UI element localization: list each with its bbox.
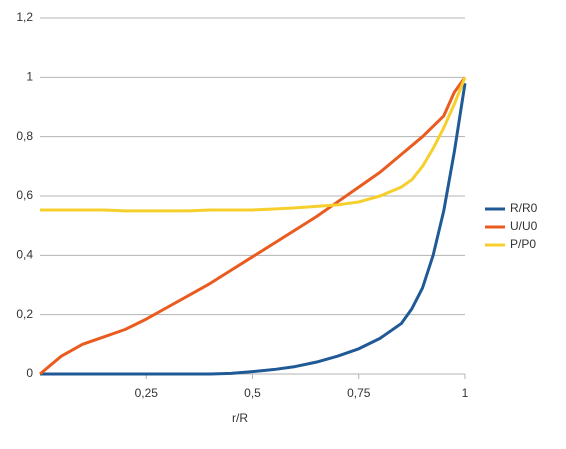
x-tick-label: 1: [462, 386, 469, 400]
legend-label: R/R0: [510, 201, 538, 215]
x-tick-label: 0,25: [135, 386, 159, 400]
y-tick-label: 0,8: [16, 129, 33, 143]
series-line: [40, 83, 467, 376]
series-line: [40, 76, 467, 213]
y-tick-label: 1: [26, 70, 33, 84]
legend-label: U/U0: [510, 219, 538, 233]
x-axis-title: r/R: [232, 411, 248, 425]
y-tick-label: 0,2: [16, 307, 33, 321]
y-tick-label: 0: [26, 366, 33, 380]
x-tick-label: 0,5: [244, 386, 261, 400]
legend-label: P/P0: [510, 237, 536, 251]
y-tick-label: 0,4: [16, 248, 33, 262]
y-tick-label: 1,2: [16, 10, 33, 24]
x-tick-label: 0,75: [347, 386, 371, 400]
series-line: [39, 76, 467, 376]
y-tick-label: 0,6: [16, 188, 33, 202]
